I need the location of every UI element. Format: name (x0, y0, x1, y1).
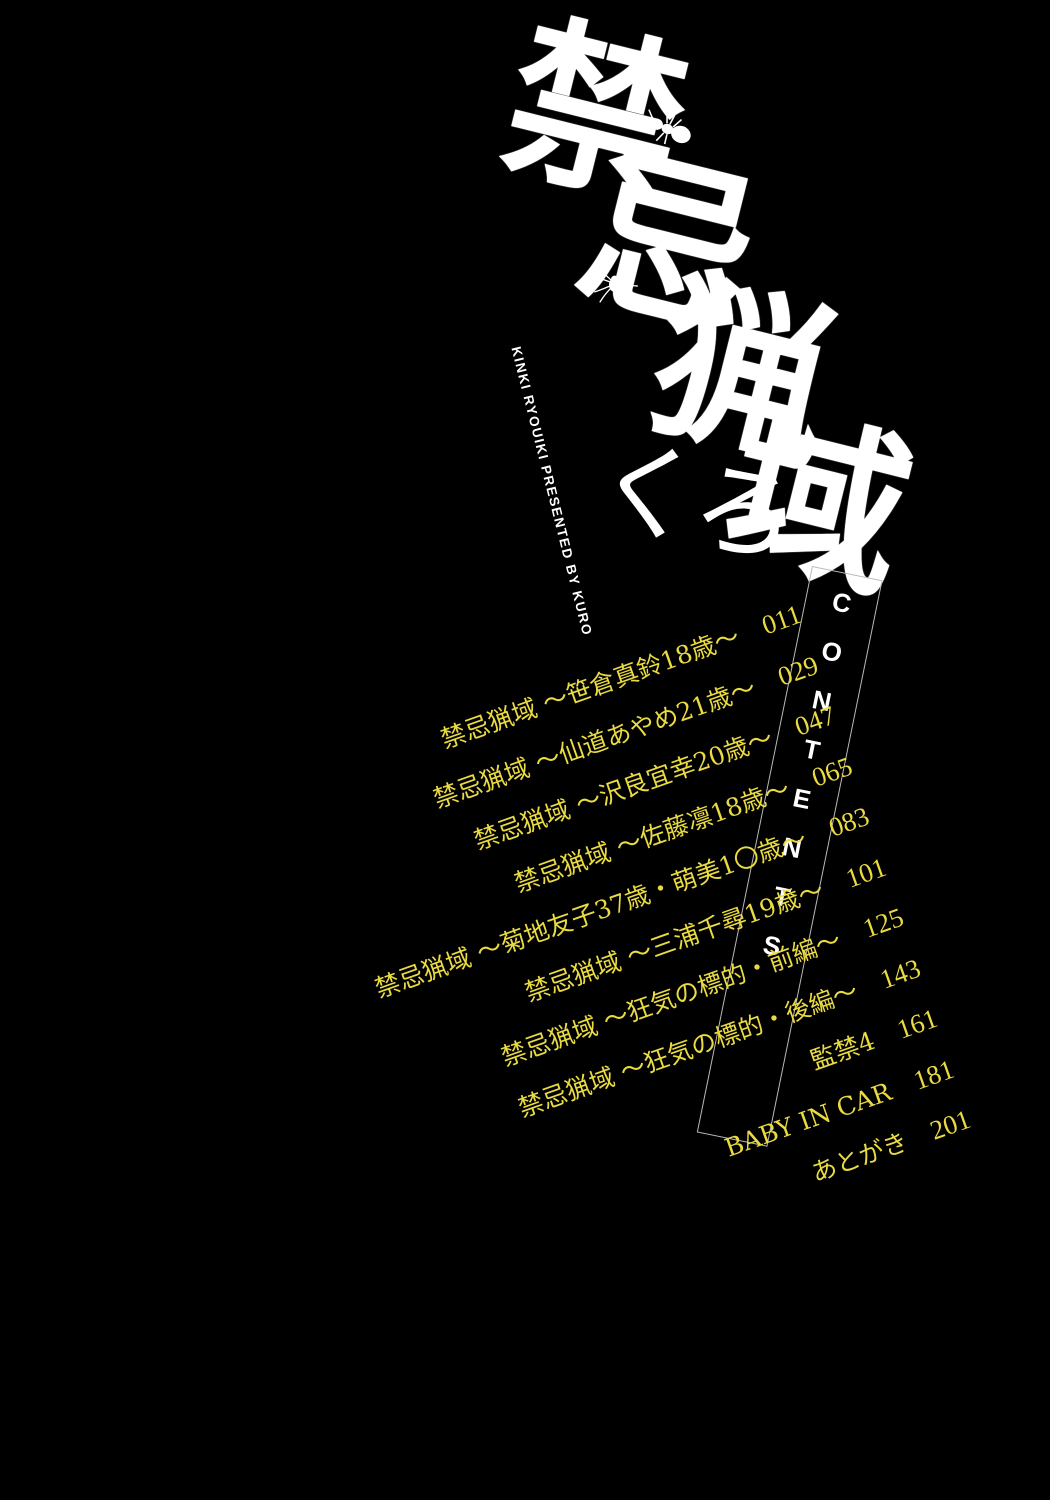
toc-entry-page: 101 (841, 851, 890, 894)
toc-entry-page: 181 (909, 1053, 958, 1096)
toc-entry-page: 047 (790, 699, 839, 742)
toc-entry-page: 011 (757, 598, 805, 641)
toc-entry-page: 143 (875, 952, 924, 995)
toc-entry-page: 029 (773, 649, 822, 692)
ant-icon (635, 103, 700, 159)
toc-entry-page: 201 (926, 1103, 975, 1146)
toc-entry-title: あとがき (808, 1127, 913, 1188)
toc-entry-title: 監禁4 (806, 1026, 879, 1076)
toc-entry-page: 161 (892, 1002, 941, 1045)
spider-icon (589, 259, 644, 318)
toc-entry-page: 125 (858, 901, 907, 944)
toc-entry-page: 083 (824, 800, 873, 843)
toc-entry-page: 065 (807, 750, 856, 793)
